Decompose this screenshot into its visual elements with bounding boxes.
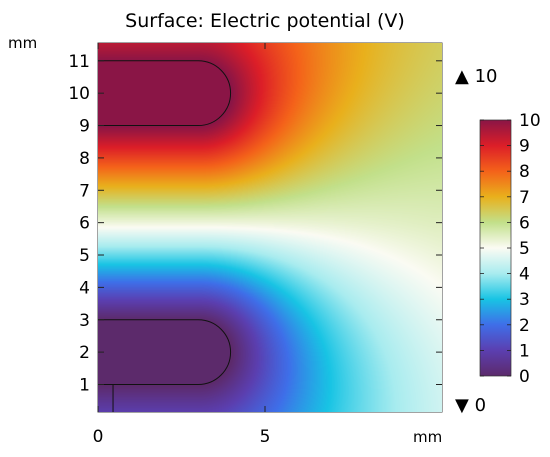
- colorbar-tick-label: 0: [519, 367, 530, 387]
- heatmap-container: [98, 43, 442, 412]
- y-tick-label: 3: [79, 311, 90, 331]
- y-tick-label: 1: [79, 375, 90, 395]
- y-tick-label: 7: [79, 181, 90, 201]
- colorbar-tick-label: 10: [519, 111, 541, 131]
- x-tick-label: 5: [260, 427, 271, 447]
- heatmap-canvas: [98, 43, 442, 412]
- y-tick-label: 8: [79, 149, 90, 169]
- colorbar-ticks: 0 1 2 3 4 5 6 7 8 9 10: [480, 111, 541, 387]
- colorbar-tick-label: 9: [519, 137, 530, 157]
- colorbar-tick-label: 7: [519, 188, 530, 208]
- colorbar-tick-label: 8: [519, 162, 530, 182]
- y-tick-label: 4: [79, 278, 90, 298]
- x-tick-label: 0: [93, 427, 104, 447]
- y-tick-label: 5: [79, 246, 90, 266]
- colorbar-tick-label: 1: [519, 341, 530, 361]
- colorbar-tick-label: 2: [519, 316, 530, 336]
- electrode-bottom-outline: [98, 319, 232, 385]
- y-tick-label: 2: [79, 343, 90, 363]
- max-marker: ▲ 10: [455, 66, 497, 87]
- colorbar: [479, 119, 512, 377]
- chart-title: Surface: Electric potential (V): [125, 10, 405, 32]
- y-unit-label: mm: [8, 34, 37, 52]
- electrode-outlines: [98, 60, 232, 412]
- y-tick-label: 6: [79, 214, 90, 234]
- electrode-top-outline: [98, 60, 231, 127]
- y-tick-label: 9: [79, 117, 90, 137]
- x-unit-label: mm: [413, 428, 442, 446]
- colorbar-tick-label: 5: [519, 239, 530, 259]
- y-axis: 1 2 3 4 5 6 7 8 9 10 11: [68, 52, 442, 395]
- colorbar-tick-label: 4: [519, 265, 530, 285]
- colorbar-tick-label: 3: [519, 290, 530, 310]
- min-marker: ▼ 0: [455, 395, 486, 416]
- y-tick-label: 11: [68, 52, 90, 72]
- colorbar-tick-label: 6: [519, 213, 530, 233]
- y-tick-label: 10: [68, 84, 90, 104]
